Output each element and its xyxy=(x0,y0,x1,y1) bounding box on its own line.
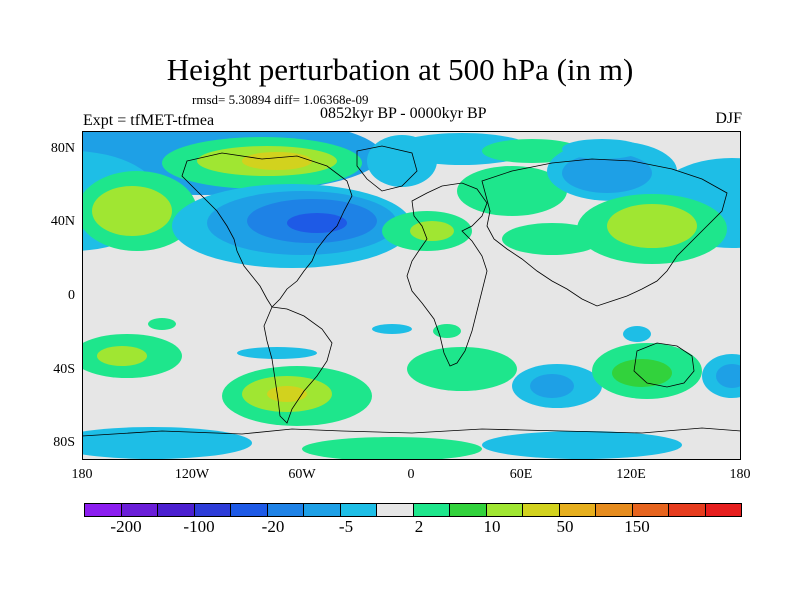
contour-region xyxy=(92,186,172,236)
map-panel xyxy=(82,131,741,460)
contour-region xyxy=(407,347,517,391)
legend-swatch xyxy=(193,503,231,517)
legend-swatch xyxy=(558,503,596,517)
legend-swatch xyxy=(412,503,450,517)
x-label-60e: 60E xyxy=(509,467,533,482)
coast-antarctica xyxy=(82,427,741,437)
contour-region xyxy=(82,427,252,459)
legend-label: -100 xyxy=(183,517,215,536)
legend-swatch xyxy=(339,503,377,517)
contour-region xyxy=(457,166,567,216)
contour-region xyxy=(302,437,482,460)
contour-region xyxy=(97,346,147,366)
legend-label: 150 xyxy=(624,517,650,536)
contour-region xyxy=(612,359,672,387)
contour-region xyxy=(530,374,574,398)
coast-south-america xyxy=(263,306,333,424)
stats-line: rmsd= 5.30894 diff= 1.06368e-09 xyxy=(192,92,369,107)
contour-region xyxy=(482,431,682,459)
contour-region xyxy=(562,139,642,159)
plot-title: Height perturbation at 500 hPa (in m) xyxy=(166,52,634,87)
x-label-120e: 120E xyxy=(616,467,646,482)
legend-label: 10 xyxy=(483,517,501,536)
legend-swatch xyxy=(704,503,742,517)
legend-swatch xyxy=(230,503,268,517)
legend-label: -5 xyxy=(338,517,354,536)
x-label-180e: 180 xyxy=(729,467,751,482)
legend-swatch xyxy=(266,503,304,517)
x-label-180w: 180 xyxy=(71,467,93,482)
y-label-40s: 40S xyxy=(53,362,75,377)
y-label-0: 0 xyxy=(68,288,75,303)
legend-swatch xyxy=(157,503,195,517)
coast-australia xyxy=(633,342,695,388)
contour-region xyxy=(433,324,461,338)
experiment-label: Expt = tfMET-tfmea xyxy=(83,112,215,129)
coastlines xyxy=(82,145,741,437)
map-frame xyxy=(82,131,741,460)
legend-swatch xyxy=(84,503,122,517)
coast-asia xyxy=(481,158,728,307)
contour-region xyxy=(287,213,347,233)
period-label: 0852kyr BP - 0000kyr BP xyxy=(320,105,487,122)
y-label-80s: 80S xyxy=(53,435,75,450)
legend-label: 50 xyxy=(556,517,574,536)
legend-swatch xyxy=(120,503,158,517)
legend-swatch xyxy=(631,503,669,517)
contour-region xyxy=(623,326,651,342)
legend-label: -200 xyxy=(110,517,142,536)
coast-greenland xyxy=(356,145,418,192)
legend-label: 2 xyxy=(414,517,424,536)
x-label-60w: 60W xyxy=(288,467,316,482)
legend-swatch xyxy=(376,503,414,517)
contour-region xyxy=(372,324,412,334)
legend-label: -20 xyxy=(261,517,285,536)
legend-swatch xyxy=(485,503,523,517)
contour-region xyxy=(716,364,741,388)
contour-region xyxy=(242,152,312,170)
contour-region xyxy=(607,204,697,248)
contour-region xyxy=(410,221,454,241)
coast-europe-africa xyxy=(406,182,488,367)
contour-region xyxy=(237,347,317,359)
contour-region xyxy=(267,386,307,402)
x-label-0: 0 xyxy=(407,467,415,482)
legend-swatch xyxy=(668,503,706,517)
contour-map xyxy=(82,131,741,460)
season-label: DJF xyxy=(715,110,742,127)
x-label-120w: 120W xyxy=(174,467,210,482)
y-label-80n: 80N xyxy=(50,141,75,156)
legend-swatch xyxy=(449,503,487,517)
legend-swatch xyxy=(303,503,341,517)
legend-swatch xyxy=(522,503,560,517)
coast-north-america xyxy=(181,152,353,308)
legend-swatch xyxy=(595,503,633,517)
legend-colorbar xyxy=(84,503,742,517)
contour-region xyxy=(562,153,652,193)
contour-region xyxy=(148,318,176,330)
y-label-40n: 40N xyxy=(50,214,75,229)
contour-region xyxy=(502,223,602,255)
